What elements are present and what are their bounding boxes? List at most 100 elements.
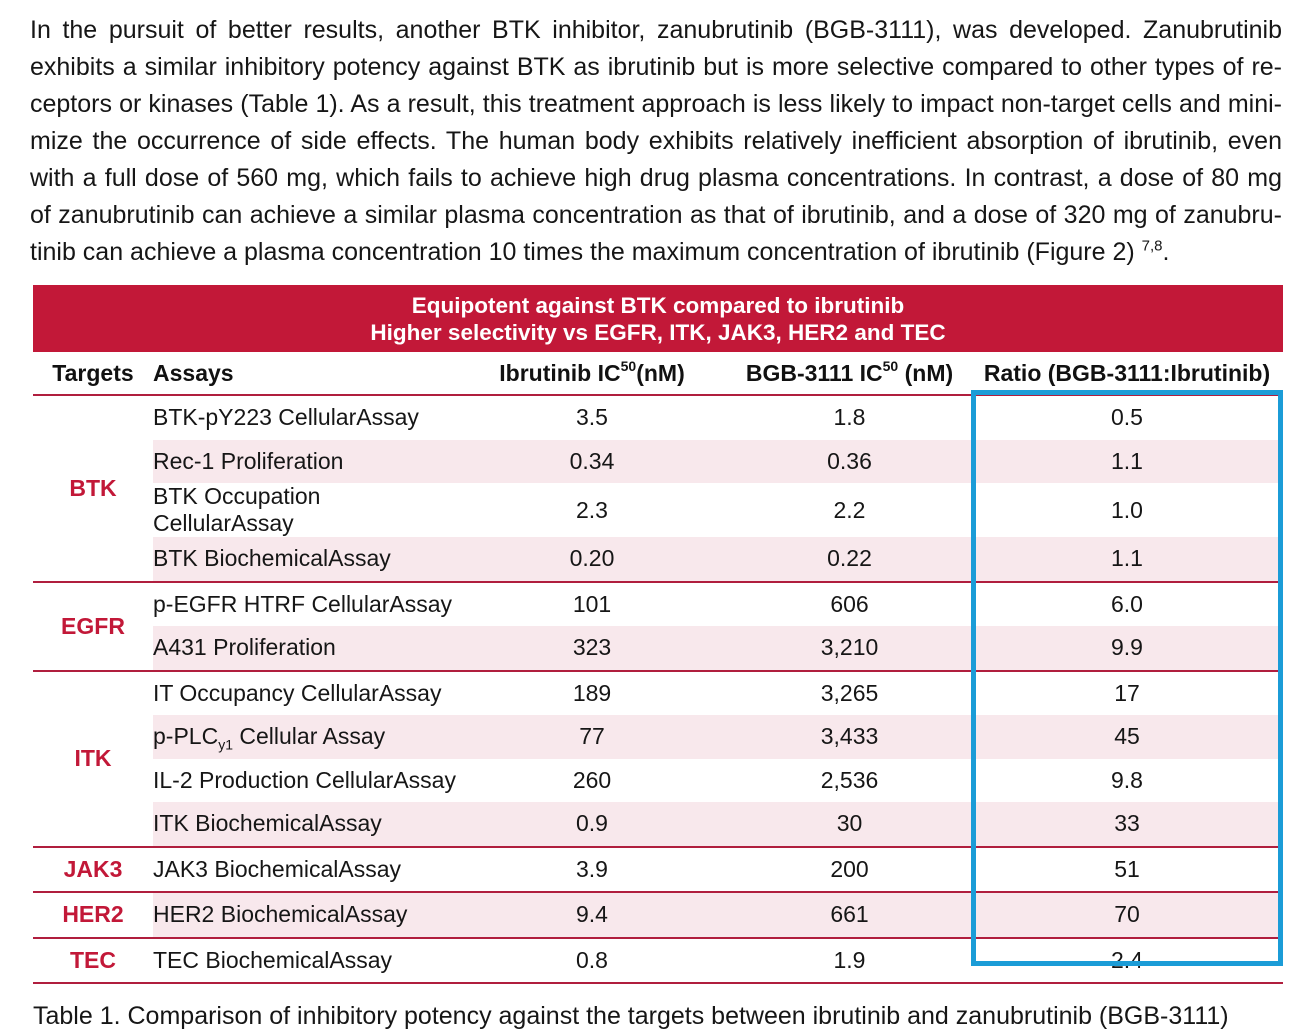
table-row: HER2 HER2 BiochemicalAssay 9.4 661 70 [33, 892, 1283, 939]
col-header-ratio: Ratio (BGB-3111:Ibrutinib) [971, 352, 1283, 396]
ratio-value-cell: 45 [971, 715, 1283, 759]
target-cell-itk: ITK [33, 670, 153, 848]
target-cell-her2: HER2 [33, 892, 153, 939]
table-row: BTK BTK-pY223 CellularAssay 3.5 1.8 0.5 [33, 395, 1283, 583]
bgb-value-cell: 30 [728, 802, 971, 848]
ibrutinib-value-cell: 3.9 [456, 846, 728, 893]
ibrutinib-value-cell: 0.20 [456, 537, 728, 583]
ibrutinib-value-cell: 101 [456, 581, 728, 626]
ratio-value-cell: 33 [971, 802, 1283, 848]
header-text: Ibrutinib IC [499, 359, 621, 386]
bgb-value-cell: 2,536 [728, 758, 971, 802]
target-cell-egfr: EGFR [33, 581, 153, 672]
bgb-value-cell: 3,433 [728, 715, 971, 759]
reference-superscript: 7,8 [1141, 237, 1163, 255]
bgb-value-cell: 2.2 [728, 483, 971, 537]
target-cell-jak3: JAK3 [33, 846, 153, 893]
ratio-value-cell: 6.0 [971, 581, 1283, 626]
table-row: ITK IT Occupancy CellularAssay 189 3,265… [33, 670, 1283, 848]
ibrutinib-value-cell: 0.8 [456, 937, 728, 984]
bgb-value-cell: 1.9 [728, 937, 971, 984]
paragraph-line: In the pursuit of better results, anothe… [30, 16, 1282, 44]
comparison-table: Equipotent against BTK compared to ibrut… [33, 285, 1283, 984]
ic50-superscript: 50 [882, 357, 899, 374]
assay-text: p-PLC [153, 723, 219, 750]
ratio-value-cell: 70 [971, 892, 1283, 939]
banner-line-1: Equipotent against BTK compared to ibrut… [411, 292, 905, 318]
table-row: Rec-1 Proliferation 0.34 0.36 1.1 [33, 439, 1283, 483]
assay-cell: BTK BiochemicalAssay [153, 537, 456, 583]
gamma1-subscript: y1 [218, 736, 233, 753]
table-row: p-PLCy1 Cellular Assay 77 3,433 45 [33, 715, 1283, 759]
ratio-value-cell: 1.1 [971, 537, 1283, 583]
table-row: ITK BiochemicalAssay 0.9 30 33 [33, 802, 1283, 848]
ibrutinib-value-cell: 2.3 [456, 483, 728, 537]
table-row: TEC TEC BiochemicalAssay 0.8 1.9 2.4 [33, 937, 1283, 984]
col-header-ibrutinib-ic50: Ibrutinib IC50(nM) [456, 352, 728, 396]
bgb-value-cell: 0.22 [728, 537, 971, 583]
ibrutinib-value-cell: 0.34 [456, 439, 728, 483]
assay-cell: Rec-1 Proliferation [153, 439, 456, 483]
ibrutinib-value-cell: 323 [456, 626, 728, 672]
ratio-value-cell: 1.0 [971, 483, 1283, 537]
bgb-value-cell: 200 [728, 846, 971, 893]
bgb-value-cell: 1.8 [728, 395, 971, 440]
table-row: A431 Proliferation 323 3,210 9.9 [33, 626, 1283, 672]
ratio-value-cell: 0.5 [971, 395, 1283, 440]
paragraph-line-text: tinib can achieve a plasma concentration… [30, 238, 1142, 266]
assay-cell: TEC BiochemicalAssay [153, 937, 456, 984]
assay-cell: IT Occupancy CellularAssay [153, 670, 456, 715]
ibrutinib-value-cell: 0.9 [456, 802, 728, 848]
ratio-value-cell: 1.1 [971, 439, 1283, 483]
assay-cell: ITK BiochemicalAssay [153, 802, 456, 848]
bgb-value-cell: 0.36 [728, 439, 971, 483]
header-row: Targets Assays Ibrutinib IC50(nM) BGB-31… [33, 352, 1283, 396]
target-cell-tec: TEC [33, 937, 153, 984]
table-row: BTK BiochemicalAssay 0.20 0.22 1.1 [33, 537, 1283, 583]
col-header-assays: Assays [153, 352, 456, 396]
header-text: (nM) [636, 359, 685, 386]
paragraph-line: of zanubrutinib can achieve a similar pl… [30, 201, 1282, 229]
ibrutinib-value-cell: 189 [456, 670, 728, 715]
ratio-value-cell: 9.8 [971, 758, 1283, 802]
paragraph-line: ceptors or kinases (Table 1). As a resul… [30, 90, 1282, 118]
paragraph-line: exhibits a similar inhibitory potency ag… [30, 53, 1282, 81]
target-cell-btk: BTK [33, 395, 153, 583]
assay-cell: HER2 BiochemicalAssay [153, 892, 456, 939]
col-header-bgb3111-ic50: BGB-3111 IC50 (nM) [728, 352, 971, 396]
table-row: BTK Occupation CellularAssay 2.3 2.2 1.0 [33, 483, 1283, 537]
paragraph-line: mize the occurrence of side effects. The… [30, 127, 1282, 155]
ibrutinib-value-cell: 77 [456, 715, 728, 759]
table-row: JAK3 JAK3 BiochemicalAssay 3.9 200 51 [33, 846, 1283, 893]
banner-line-2: Higher selectivity vs EGFR, ITK, JAK3, H… [370, 319, 946, 345]
ic50-superscript: 50 [620, 357, 637, 374]
table-row: EGFR p-EGFR HTRF CellularAssay 101 606 6… [33, 581, 1283, 672]
paragraph-line: tinib can achieve a plasma concentration… [30, 234, 1282, 271]
assay-cell: p-EGFR HTRF CellularAssay [153, 581, 456, 626]
paragraph-line: with a full dose of 560 mg, which fails … [30, 164, 1282, 192]
assay-cell: BTK Occupation CellularAssay [153, 483, 456, 537]
bgb-value-cell: 3,265 [728, 670, 971, 715]
table-banner: Equipotent against BTK compared to ibrut… [33, 285, 1283, 352]
ibrutinib-value-cell: 260 [456, 758, 728, 802]
ratio-value-cell: 51 [971, 846, 1283, 893]
comparison-data-table: Targets Assays Ibrutinib IC50(nM) BGB-31… [33, 352, 1283, 984]
assay-text: Cellular Assay [233, 723, 386, 750]
header-text: BGB-3111 IC [745, 359, 883, 386]
assay-cell: IL-2 Production CellularAssay [153, 758, 456, 802]
ibrutinib-value-cell: 9.4 [456, 892, 728, 939]
bgb-value-cell: 3,210 [728, 626, 971, 672]
paragraph-line-text: . [1162, 238, 1170, 266]
bgb-value-cell: 606 [728, 581, 971, 626]
col-header-targets: Targets [33, 352, 153, 396]
header-text: (nM) [898, 359, 954, 386]
ibrutinib-value-cell: 3.5 [456, 395, 728, 440]
table-caption: Table 1. Comparison of inhibitory potenc… [33, 1002, 1229, 1030]
ratio-value-cell: 9.9 [971, 626, 1283, 672]
assay-cell: JAK3 BiochemicalAssay [153, 846, 456, 893]
assay-cell: A431 Proliferation [153, 626, 456, 672]
table-row: IL-2 Production CellularAssay 260 2,536 … [33, 758, 1283, 802]
ratio-value-cell: 17 [971, 670, 1283, 715]
ratio-value-cell: 2.4 [971, 937, 1283, 984]
